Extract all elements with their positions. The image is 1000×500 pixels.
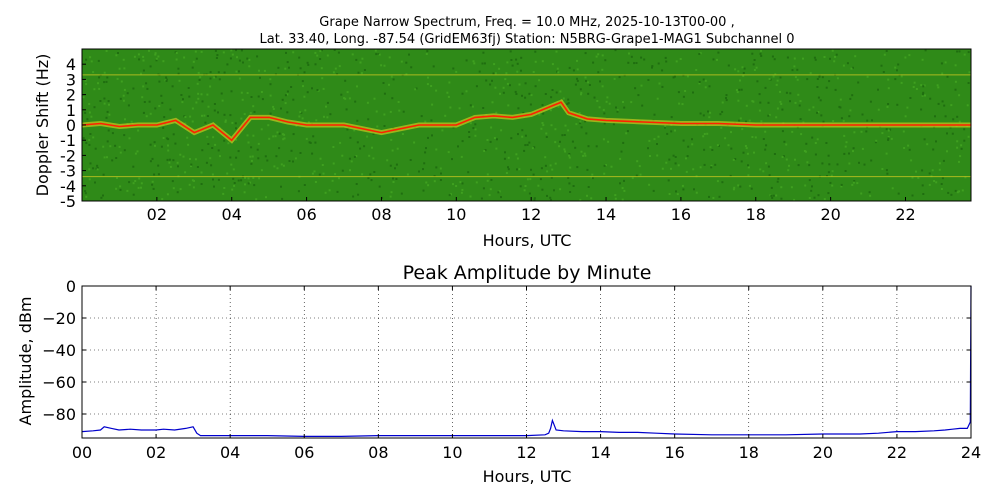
spectrogram-x-tick-label: 18 — [746, 205, 766, 224]
spectrogram-x-tick-label: 04 — [222, 205, 242, 224]
spectrogram-x-tick-label: 08 — [371, 205, 391, 224]
amplitude-y-tick-label: −20 — [42, 309, 76, 328]
amplitude-x-tick-label: 18 — [739, 443, 759, 462]
amplitude-y-tick-label: −40 — [42, 341, 76, 360]
amplitude-x-tick-label: 02 — [146, 443, 166, 462]
amplitude-x-tick-label: 10 — [442, 443, 462, 462]
spectrogram-y-tick-label: -2 — [60, 146, 76, 165]
amplitude-x-tick-label: 08 — [368, 443, 388, 462]
spectrogram-x-tick-label: 06 — [296, 205, 316, 224]
amplitude-y-tick-label: 0 — [66, 277, 76, 296]
spectrogram-plot-area — [81, 48, 972, 202]
spectrogram-x-axis-label: Hours, UTC — [483, 231, 572, 250]
amplitude-x-tick-label: 00 — [72, 443, 92, 462]
amplitude-x-axis-label: Hours, UTC — [483, 467, 572, 486]
amplitude-x-tick-label: 20 — [813, 443, 833, 462]
spectrogram-y-tick-label: -4 — [60, 177, 76, 196]
spectrogram-x-tick-label: 20 — [820, 205, 840, 224]
spectrogram-x-tick-label: 10 — [446, 205, 466, 224]
spectrogram-y-tick-label: 2 — [66, 86, 76, 105]
amplitude-plot-area — [81, 285, 972, 439]
amplitude-x-tick-label: 12 — [516, 443, 536, 462]
spectrogram-x-axis: 02 04 06 08 10 12 14 16 18 20 22 — [147, 197, 916, 224]
spectrogram-y-tick-label: -5 — [60, 192, 76, 211]
spectrogram-x-tick-label: 02 — [147, 205, 167, 224]
spectrogram-x-tick-label: 16 — [671, 205, 691, 224]
amplitude-x-tick-label: 22 — [887, 443, 907, 462]
spectrogram-y-tick-label: 4 — [66, 55, 76, 74]
amplitude-y-tick-label: −60 — [42, 373, 76, 392]
spectrogram-y-tick-label: 1 — [66, 101, 76, 120]
amplitude-x-tick-label: 24 — [961, 443, 981, 462]
spectrogram-x-tick-label: 14 — [596, 205, 616, 224]
amplitude-y-tick-label: −80 — [42, 405, 76, 424]
spectrogram-x-tick-label: 22 — [895, 205, 915, 224]
amplitude-y-axis: 0 −20 −40 −60 −80 — [42, 277, 971, 424]
amplitude-y-axis-label: Amplitude, dBm — [16, 297, 35, 426]
spectrogram-y-tick-label: 0 — [66, 116, 76, 135]
spectrogram-y-tick-label: -1 — [60, 131, 76, 150]
amplitude-title: Peak Amplitude by Minute — [403, 262, 652, 284]
amplitude-x-tick-label: 04 — [220, 443, 240, 462]
amplitude-x-axis: 00 02 04 06 08 10 12 14 16 18 20 22 24 — [72, 286, 981, 462]
spectrum-title-line1: Grape Narrow Spectrum, Freq. = 10.0 MHz,… — [319, 15, 734, 30]
spectrum-title-line2: Lat. 33.40, Long. -87.54 (GridEM63fj) St… — [260, 32, 795, 47]
spectrogram-y-axis-label: Doppler Shift (Hz) — [33, 54, 52, 197]
spectrogram-x-tick-label: 12 — [521, 205, 541, 224]
spectrogram-y-tick-label: 3 — [66, 70, 76, 89]
doppler-trace — [81, 101, 971, 142]
amplitude-x-tick-label: 16 — [664, 443, 684, 462]
amplitude-series-line — [81, 285, 972, 437]
spectrogram-noise — [82, 49, 971, 201]
spectrogram-y-tick-label: -3 — [60, 162, 76, 181]
amplitude-x-tick-label: 14 — [590, 443, 610, 462]
amplitude-x-tick-label: 06 — [294, 443, 314, 462]
